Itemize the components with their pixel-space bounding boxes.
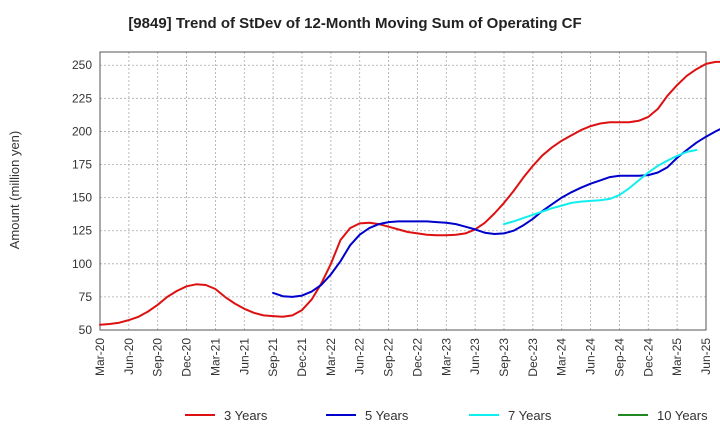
x-tick-label: Mar-23	[439, 338, 453, 376]
y-tick-label: 150	[72, 191, 92, 205]
y-tick-label: 200	[72, 124, 92, 138]
y-tick-label: 250	[72, 58, 92, 72]
x-tick-label: Dec-24	[641, 338, 655, 377]
y-tick-label: 75	[79, 290, 93, 304]
y-tick-label: 100	[72, 257, 92, 271]
chart-title: [9849] Trend of StDev of 12-Month Moving…	[128, 15, 581, 32]
x-tick-label: Jun-22	[353, 338, 367, 375]
series-lines	[99, 60, 720, 326]
x-axis: Mar-20 Jun-20 Sep-20 Dec-20 Mar-21 Jun-21 Sep-…	[93, 338, 713, 377]
y-tick-label: 175	[72, 158, 92, 172]
legend: 3 Years 5 Years 7 Years 10 Years	[185, 408, 708, 423]
x-tick-label: Jun-25	[699, 338, 713, 375]
x-tick-label: Sep-22	[382, 338, 396, 377]
x-tick-label: Jun-23	[468, 338, 482, 375]
x-tick-label: Mar-24	[555, 338, 569, 376]
x-tick-label: Sep-21	[266, 338, 280, 377]
x-tick-label: Mar-25	[670, 338, 684, 376]
legend-label: 5 Years	[365, 408, 409, 423]
grid	[99, 52, 707, 331]
y-tick-label: 225	[72, 91, 92, 105]
x-tick-label: Mar-22	[324, 338, 338, 376]
x-tick-label: Dec-23	[526, 338, 540, 377]
legend-label: 7 Years	[508, 408, 552, 423]
x-tick-label: Sep-20	[151, 338, 165, 377]
y-axis-label: Amount (million yen)	[7, 131, 22, 250]
series-line-3-years	[99, 60, 720, 326]
y-axis: 50 75 100 125 150 175 200 225 250	[72, 58, 92, 337]
y-tick-label: 125	[72, 224, 92, 238]
series-line-5-years	[272, 128, 720, 298]
legend-label: 10 Years	[657, 408, 708, 423]
series-line-7-years	[503, 149, 698, 226]
x-tick-label: Jun-24	[584, 338, 598, 375]
x-tick-label: Dec-20	[180, 338, 194, 377]
x-tick-label: Jun-20	[122, 338, 136, 375]
plot-frame	[99, 51, 707, 331]
x-tick-label: Mar-20	[93, 338, 107, 376]
legend-label: 3 Years	[224, 408, 268, 423]
x-tick-label: Dec-22	[410, 338, 424, 377]
x-tick-label: Dec-21	[295, 338, 309, 377]
x-tick-label: Jun-21	[237, 338, 251, 375]
y-tick-label: 50	[79, 323, 93, 337]
x-tick-label: Mar-21	[208, 338, 222, 376]
x-tick-label: Sep-23	[497, 338, 511, 377]
x-tick-label: Sep-24	[612, 338, 626, 377]
